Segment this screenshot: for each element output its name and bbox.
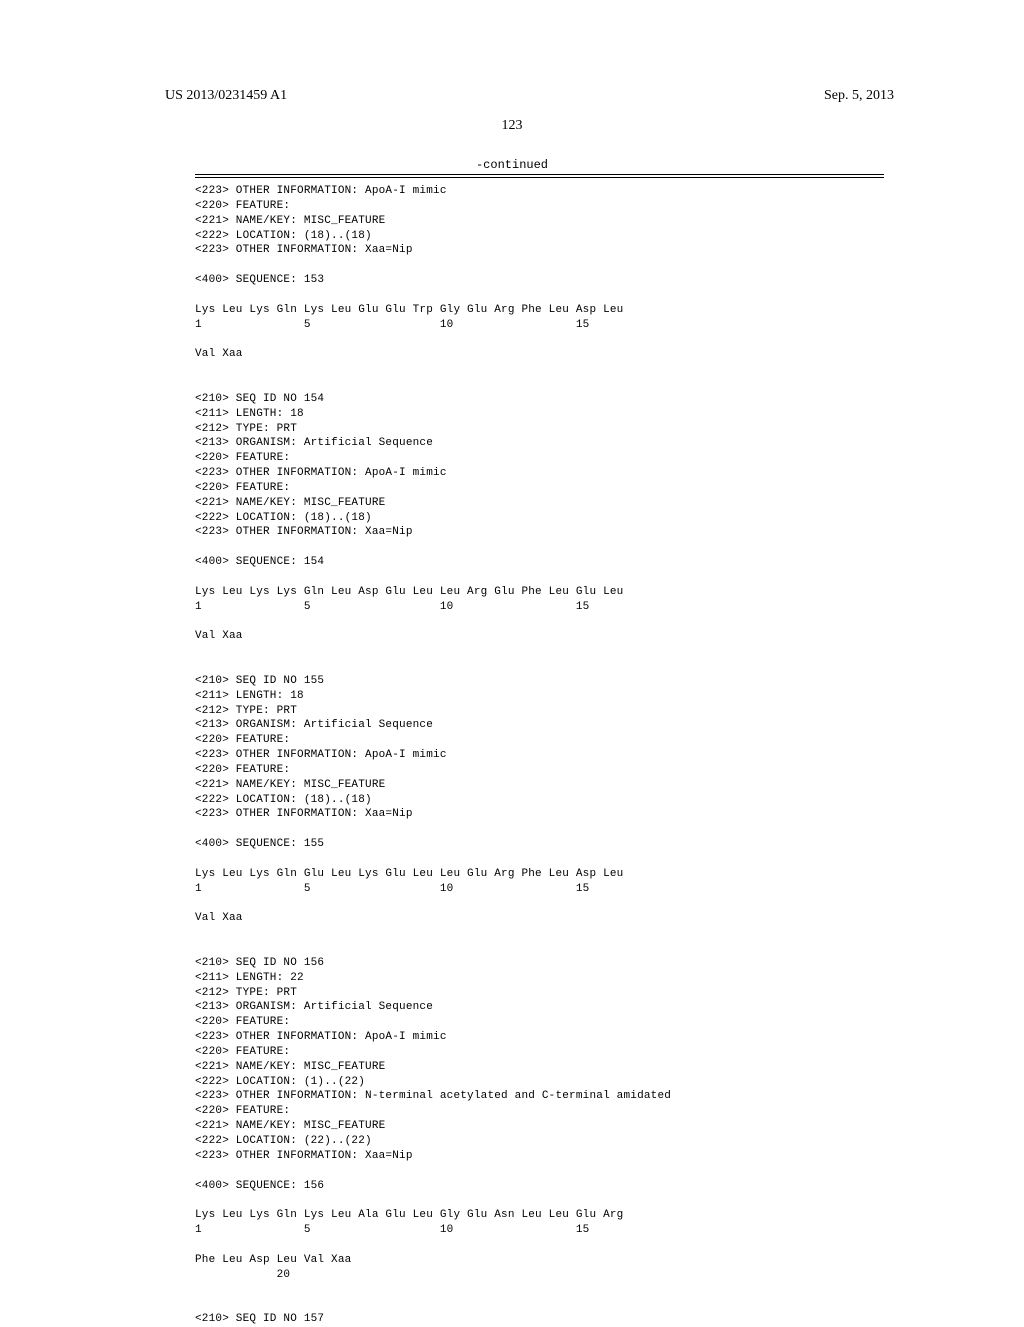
page: US 2013/0231459 A1 Sep. 5, 2013 123 -con…	[0, 0, 1024, 1320]
publication-date: Sep. 5, 2013	[824, 88, 894, 104]
sequence-listing: <223> OTHER INFORMATION: ApoA-I mimic <2…	[195, 184, 954, 1327]
rule-top-2	[195, 177, 884, 178]
publication-number: US 2013/0231459 A1	[165, 88, 287, 104]
continued-label: -continued	[70, 158, 954, 172]
rule-top-1	[195, 174, 884, 175]
page-number: 123	[70, 118, 954, 134]
